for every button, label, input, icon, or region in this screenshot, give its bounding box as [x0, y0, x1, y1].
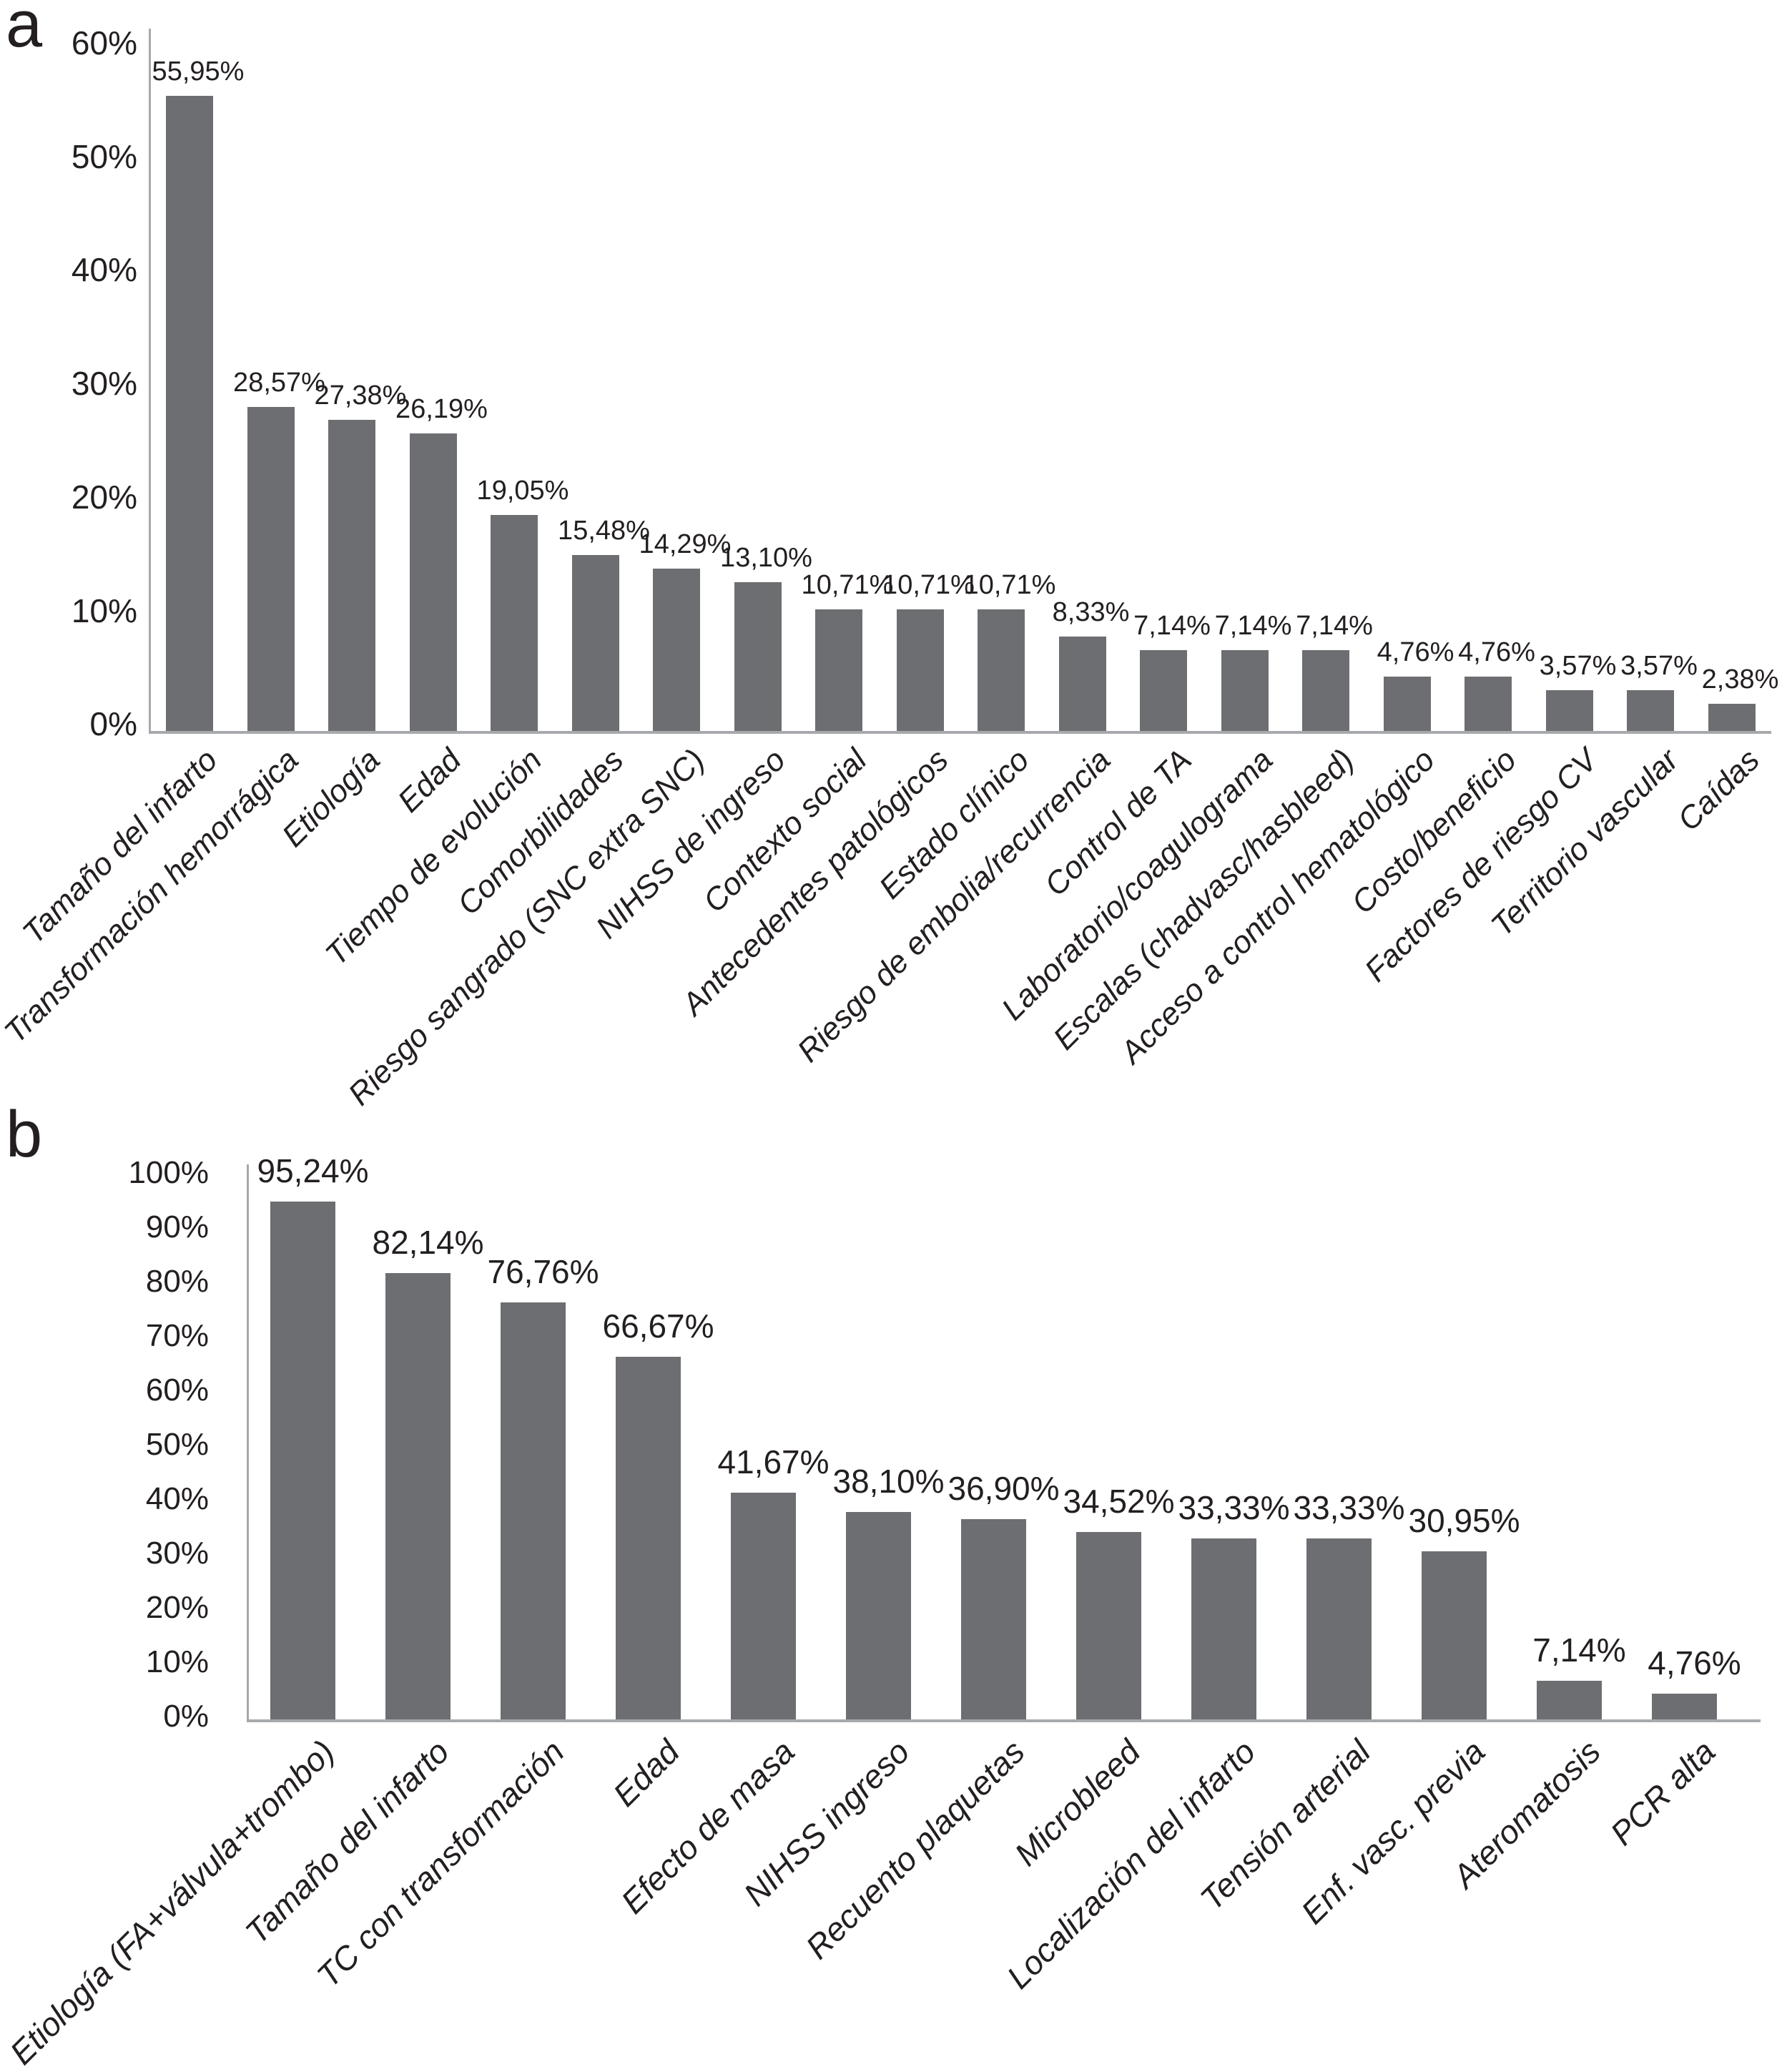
y-axis-tick-label: 50%: [145, 1427, 209, 1462]
bar: [1627, 690, 1674, 731]
bar: [1383, 677, 1431, 731]
x-axis-category-label: Caídas: [1670, 742, 1767, 838]
bar: [731, 1493, 796, 1719]
y-axis-line: [247, 1164, 249, 1722]
x-axis-category-label: Tamaño del infarto: [237, 1732, 456, 1951]
bar: [734, 582, 782, 731]
bar-value-label: 10,71%: [882, 570, 975, 600]
bar-value-label: 15,48%: [558, 516, 650, 546]
bar-value-label: 3,57%: [1620, 651, 1698, 681]
y-axis-tick-label: 60%: [145, 1373, 209, 1408]
y-axis-tick-label: 30%: [145, 1536, 209, 1571]
bar: [815, 609, 862, 731]
bar-value-label: 10,71%: [963, 570, 1056, 600]
bar-value-label: 33,33%: [1293, 1489, 1405, 1526]
bar-value-label: 82,14%: [372, 1224, 484, 1261]
x-axis-category-label: Edad: [606, 1732, 686, 1814]
y-axis-tick-label: 60%: [71, 24, 137, 62]
bar: [1221, 650, 1269, 731]
x-axis-category-label: Recuento plaquetas: [798, 1732, 1032, 1966]
bar: [1140, 650, 1187, 731]
bar: [1302, 650, 1349, 731]
bar: [491, 515, 538, 731]
bar-value-label: 36,90%: [947, 1470, 1060, 1507]
y-axis-tick-label: 90%: [145, 1209, 209, 1244]
bar: [1545, 690, 1593, 731]
y-axis-tick-label: 10%: [145, 1644, 209, 1679]
bar-value-label: 66,67%: [602, 1307, 714, 1345]
bar-value-label: 38,10%: [832, 1463, 945, 1500]
y-axis-tick-label: 50%: [71, 137, 137, 175]
bar: [1652, 1694, 1717, 1719]
y-axis-tick-label: 20%: [71, 478, 137, 516]
bar-value-label: 28,57%: [233, 368, 325, 398]
bar: [385, 1273, 451, 1719]
bar-value-label: 76,76%: [487, 1253, 599, 1290]
bar: [616, 1357, 681, 1719]
bar: [1465, 677, 1512, 731]
bar-value-label: 95,24%: [257, 1152, 369, 1189]
bar: [409, 433, 457, 731]
y-axis-tick-label: 40%: [145, 1481, 209, 1516]
bar-value-label: 7,14%: [1133, 611, 1211, 641]
bar: [1076, 1532, 1141, 1719]
y-axis-tick-label: 80%: [145, 1264, 209, 1299]
bar: [978, 609, 1025, 731]
y-axis-tick-label: 0%: [163, 1699, 209, 1734]
panel-letter-b: b: [6, 1098, 43, 1171]
bar-value-label: 7,14%: [1532, 1631, 1626, 1669]
bar: [270, 1202, 335, 1719]
y-axis-tick-label: 40%: [71, 251, 137, 289]
bar: [247, 407, 295, 731]
bar: [653, 569, 700, 731]
bar: [896, 609, 944, 731]
bar-value-label: 19,05%: [476, 476, 569, 506]
y-axis-tick-label: 70%: [145, 1318, 209, 1353]
bar: [166, 96, 213, 731]
x-axis-category-label: Edad: [390, 742, 468, 820]
bar-value-label: 3,57%: [1539, 651, 1617, 681]
x-axis-line: [247, 1719, 1761, 1722]
bar-value-label: 4,76%: [1648, 1644, 1741, 1681]
bar: [1422, 1551, 1487, 1719]
bar-value-label: 27,38%: [314, 380, 407, 411]
y-axis-line: [149, 29, 151, 734]
bar: [501, 1302, 566, 1719]
bar: [328, 420, 375, 731]
y-axis-tick-label: 100%: [128, 1155, 209, 1190]
bar: [1191, 1538, 1256, 1719]
y-axis-tick-label: 0%: [89, 705, 137, 743]
bar-value-label: 41,67%: [717, 1443, 830, 1481]
bar: [846, 1512, 911, 1719]
y-axis-tick-label: 30%: [71, 365, 137, 403]
bar: [571, 555, 619, 731]
y-axis-tick-label: 20%: [145, 1590, 209, 1625]
bar-value-label: 34,52%: [1063, 1483, 1175, 1520]
y-axis-tick-label: 10%: [71, 591, 137, 629]
bar-value-label: 7,14%: [1296, 611, 1373, 641]
bar-value-label: 26,19%: [395, 394, 488, 424]
bar-value-label: 33,33%: [1178, 1489, 1290, 1526]
bar-value-label: 2,38%: [1701, 664, 1779, 694]
bar: [1058, 637, 1106, 731]
bar: [1537, 1681, 1602, 1719]
x-axis-line: [149, 731, 1771, 734]
bar: [1306, 1538, 1372, 1719]
bar-value-label: 7,14%: [1214, 611, 1292, 641]
bar-value-label: 8,33%: [1052, 597, 1130, 627]
bar-value-label: 13,10%: [720, 543, 812, 573]
panel-letter-a: a: [6, 0, 43, 61]
bar-value-label: 14,29%: [639, 529, 732, 559]
bar-value-label: 55,95%: [152, 57, 245, 87]
x-axis-category-label: PCR alta: [1603, 1732, 1723, 1852]
bar-value-label: 30,95%: [1408, 1502, 1520, 1539]
bar: [1708, 704, 1756, 731]
bar-value-label: 4,76%: [1377, 637, 1454, 667]
bar-value-label: 4,76%: [1458, 637, 1535, 667]
bar-value-label: 10,71%: [801, 570, 894, 600]
bar: [961, 1519, 1026, 1719]
